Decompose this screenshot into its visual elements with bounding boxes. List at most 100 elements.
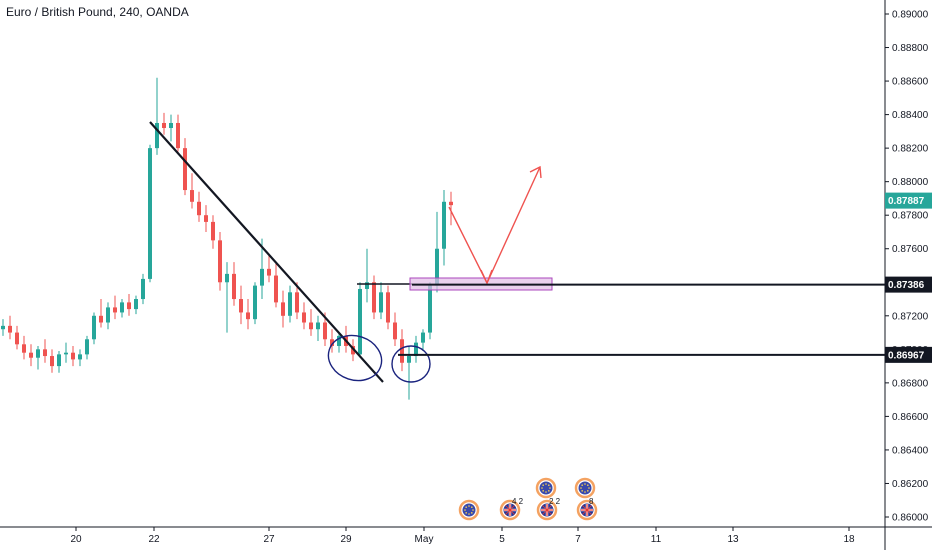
candle-body bbox=[204, 215, 208, 222]
y-tick-label: 0.86400 bbox=[892, 445, 929, 456]
uk-flag-event-icon[interactable]: 2 2 bbox=[536, 497, 561, 521]
candles bbox=[1, 77, 453, 400]
eu-flag-event-icon[interactable] bbox=[458, 499, 480, 521]
candle-body bbox=[400, 339, 404, 363]
candle-body bbox=[407, 356, 411, 363]
candle-body bbox=[155, 122, 159, 149]
uk-flag-event-icon[interactable]: 8 bbox=[576, 497, 598, 521]
candle-body bbox=[1, 325, 5, 330]
candle-body bbox=[22, 344, 26, 353]
x-tick-label: 7 bbox=[575, 534, 581, 545]
right-circle-annotation[interactable] bbox=[391, 345, 431, 383]
candle-body bbox=[421, 332, 425, 343]
y-tick-label: 0.86000 bbox=[892, 513, 929, 524]
candle-body bbox=[281, 302, 285, 316]
eu-flag-event-icon[interactable] bbox=[535, 477, 557, 499]
candle-body bbox=[78, 354, 82, 360]
level-price-tag bbox=[885, 276, 932, 293]
candle-body bbox=[211, 221, 215, 241]
candle-body bbox=[337, 335, 341, 346]
candle-body bbox=[15, 332, 19, 345]
y-tick-label: 0.88200 bbox=[892, 144, 929, 155]
candle-body bbox=[274, 275, 278, 303]
candle-body bbox=[169, 122, 173, 129]
candle-body bbox=[71, 352, 75, 360]
economic-events: 4 2 2 2 8 bbox=[458, 477, 598, 521]
candle-body bbox=[106, 307, 110, 323]
candle-body bbox=[197, 201, 201, 216]
candle-body bbox=[267, 268, 271, 276]
candle-body bbox=[260, 268, 264, 286]
candle-body bbox=[225, 273, 229, 283]
y-tick-label: 0.88800 bbox=[892, 43, 929, 54]
y-tick-label: 0.88000 bbox=[892, 177, 929, 188]
price-tags: 0.87386 0.86967 0.87887 bbox=[885, 192, 932, 363]
y-tick-label: 0.86600 bbox=[892, 412, 929, 423]
x-tick-label: 27 bbox=[263, 534, 275, 545]
projection-arrow-end-head bbox=[529, 165, 542, 179]
y-tick-label: 0.86800 bbox=[892, 378, 929, 389]
candle-body bbox=[162, 122, 166, 129]
y-tick-label: 0.86200 bbox=[892, 479, 929, 490]
y-tick-label: 0.88400 bbox=[892, 110, 929, 121]
candle-body bbox=[295, 292, 299, 313]
candle-body bbox=[232, 273, 236, 300]
candle-body bbox=[414, 342, 418, 357]
candle-body bbox=[358, 288, 362, 355]
x-axis-ticks: 20 22 27 29 May 5 7 11 13 18 bbox=[70, 527, 855, 545]
candle-body bbox=[64, 352, 68, 355]
current-price-label: 0.87887 bbox=[888, 196, 925, 207]
candle-body bbox=[190, 190, 194, 202]
candle-body bbox=[92, 315, 96, 340]
candle-body bbox=[176, 122, 180, 149]
candle-body bbox=[29, 352, 33, 358]
candle-body bbox=[239, 299, 243, 313]
candle-body bbox=[449, 201, 453, 206]
candle-body bbox=[323, 322, 327, 340]
candle-body bbox=[57, 354, 61, 367]
level-price-tag-label: 0.86967 bbox=[888, 350, 925, 361]
candle-body bbox=[435, 248, 439, 286]
x-tick-label: 29 bbox=[340, 534, 352, 545]
trendline[interactable] bbox=[149, 121, 384, 383]
candle-body bbox=[316, 322, 320, 330]
candle-body bbox=[50, 356, 54, 367]
candle-body bbox=[393, 322, 397, 340]
y-tick-label: 0.89000 bbox=[892, 10, 929, 21]
x-tick-label: 5 bbox=[499, 534, 505, 545]
x-tick-label: 20 bbox=[70, 534, 82, 545]
candle-body bbox=[428, 285, 432, 333]
x-tick-label: 22 bbox=[148, 534, 160, 545]
uk-flag-event-icon[interactable]: 4 2 bbox=[499, 497, 524, 521]
candle-body bbox=[183, 148, 187, 191]
y-tick-label: 0.87600 bbox=[892, 244, 929, 255]
event-count-label: 4 2 bbox=[512, 497, 524, 506]
candle-body bbox=[309, 322, 313, 330]
candle-body bbox=[302, 312, 306, 323]
candle-body bbox=[43, 349, 47, 357]
eu-flag-event-icon[interactable] bbox=[574, 477, 596, 499]
candle-body bbox=[120, 302, 124, 313]
candle-body bbox=[442, 201, 446, 249]
candle-body bbox=[85, 339, 89, 355]
projection-arrow[interactable] bbox=[448, 166, 541, 285]
current-price-tag bbox=[885, 192, 932, 209]
candle-body bbox=[253, 285, 257, 320]
candle-body bbox=[134, 299, 138, 310]
candle-body bbox=[246, 312, 250, 320]
candle-body bbox=[218, 240, 222, 283]
level-price-tag bbox=[885, 346, 932, 363]
candle-body bbox=[148, 148, 152, 279]
event-count-label: 2 2 bbox=[549, 497, 561, 506]
y-axis-ticks: 0.89000 0.88800 0.88600 0.88400 0.88200 0.880… bbox=[885, 10, 929, 524]
candle-body bbox=[330, 339, 334, 346]
candle-body bbox=[365, 282, 369, 289]
candle-body bbox=[141, 278, 145, 300]
x-tick-label: 13 bbox=[727, 534, 739, 545]
chart-title: Euro / British Pound, 240, OANDA bbox=[6, 5, 189, 19]
left-circle-annotation[interactable] bbox=[323, 329, 388, 388]
level-price-tag-label: 0.87386 bbox=[888, 280, 925, 291]
x-tick-label: 18 bbox=[843, 534, 855, 545]
y-tick-label: 0.87200 bbox=[892, 311, 929, 322]
